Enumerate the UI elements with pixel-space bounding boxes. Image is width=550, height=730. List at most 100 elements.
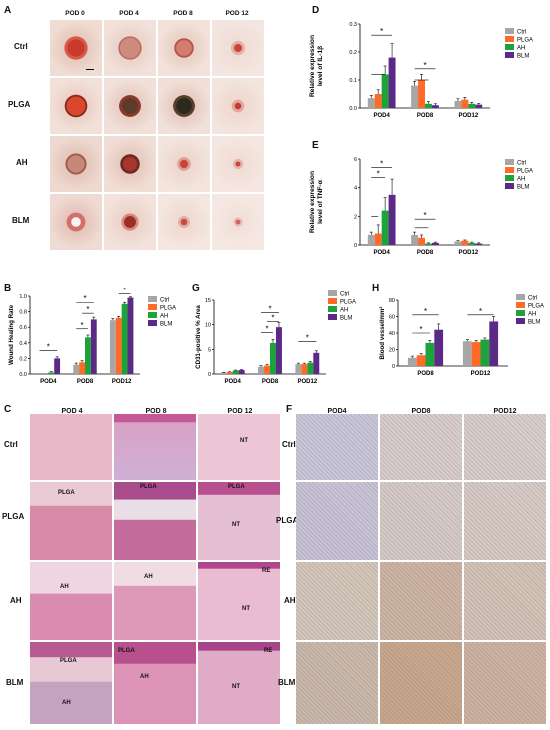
chart-cd31: CD31-positive % Area 0 5 10 15 POD4 POD8 POD12 *… — [188, 288, 370, 403]
he-stain-image — [30, 562, 112, 640]
he-stain-image — [30, 482, 112, 560]
f-row-plga: PLGA — [276, 516, 299, 525]
he-stain-image — [198, 642, 280, 724]
significance-star: * — [420, 325, 423, 334]
bar — [461, 99, 469, 108]
he-stain-image — [30, 642, 112, 724]
f-row-blm: BLM — [278, 678, 296, 687]
y-tick-label: 1.0 — [19, 294, 27, 300]
panel-label-f: F — [286, 404, 293, 415]
wound-photo — [50, 20, 102, 76]
y-tick-label: 4 — [354, 186, 357, 192]
y-axis-label: CD31-positive % Area — [195, 305, 202, 369]
bar — [418, 237, 425, 245]
significance-star: * — [265, 325, 268, 334]
col-label-pod12: POD 12 — [225, 10, 249, 17]
he-stain-image — [198, 562, 280, 640]
col-label-pod4: POD 4 — [119, 10, 139, 17]
legend-label: PLGA — [517, 169, 533, 175]
wound-photo — [158, 136, 210, 192]
legend-swatch — [505, 28, 514, 34]
col-label-pod8: POD 8 — [173, 10, 193, 17]
tag-ah: AH — [62, 700, 71, 706]
x-tick-label: POD8 — [417, 113, 434, 119]
bar — [307, 362, 314, 374]
cd31-stain-image — [464, 414, 546, 480]
c-row-ctrl: Ctrl — [4, 440, 18, 449]
legend-swatch — [505, 52, 514, 58]
tag-nt: NT — [242, 606, 250, 612]
x-tick-label: POD12 — [471, 371, 491, 377]
bar — [475, 243, 483, 245]
legend-label: Ctrl — [160, 298, 169, 304]
chart-tnfa: Relative expression level of TNF-α 0 2 4 6 POD… — [300, 145, 550, 278]
tag-plga: PLGA — [140, 484, 157, 490]
legend-label: BLM — [160, 322, 172, 328]
panel-label-d: D — [312, 5, 320, 16]
legend-label: AH — [340, 308, 348, 314]
bar — [90, 319, 97, 374]
y-tick-label: 0.1 — [349, 78, 357, 84]
legend-label: PLGA — [528, 304, 544, 310]
legend-label: Ctrl — [528, 296, 537, 302]
bar — [226, 372, 233, 374]
tag-nt: NT — [232, 522, 240, 528]
row-label-ctrl: Ctrl — [14, 42, 28, 51]
cd31-stain-image — [464, 642, 546, 724]
legend-label: BLM — [528, 320, 540, 326]
legend-swatch — [516, 294, 525, 300]
wound-photo — [212, 78, 264, 134]
c-col-pod4: POD 4 — [61, 408, 83, 415]
bar — [295, 364, 302, 374]
significance-star: * — [268, 304, 271, 313]
legend-swatch — [505, 167, 514, 173]
y-axis-label: level of TNF-α — [317, 180, 324, 224]
bar — [388, 57, 396, 108]
legend-swatch — [516, 318, 525, 324]
bar — [54, 358, 61, 374]
legend-swatch — [516, 310, 525, 316]
wound-photo — [104, 194, 156, 250]
y-tick-label: 2 — [354, 214, 357, 220]
y-tick-label: 0.8 — [19, 310, 27, 316]
y-tick-label: 0.2 — [349, 50, 357, 56]
chart-wound-healing: Wound Healing Rate 0.0 0.2 0.4 0.6 0.8 1.0 POD4… — [0, 279, 190, 403]
c-col-pod12: POD 12 — [227, 408, 253, 415]
x-tick-label: POD8 — [417, 371, 434, 377]
panel-label-a: A — [4, 5, 12, 16]
y-tick-label: 0 — [208, 372, 211, 378]
significance-star: * — [83, 294, 86, 303]
significance-star: * — [81, 321, 84, 330]
wound-photo — [158, 78, 210, 134]
cd31-stain-image — [296, 642, 378, 724]
bar — [425, 243, 432, 245]
y-axis-label: Relative expression — [309, 171, 316, 233]
wound-photo — [212, 136, 264, 192]
legend-swatch — [148, 296, 157, 302]
bar — [434, 329, 444, 366]
row-label-ah: AH — [16, 158, 28, 167]
bar — [232, 370, 239, 374]
x-tick-label: POD8 — [262, 379, 279, 385]
c-row-plga: PLGA — [2, 512, 25, 521]
wound-photo — [158, 194, 210, 250]
legend-swatch — [328, 306, 337, 312]
bar — [416, 355, 426, 366]
y-axis-label: Relative expression — [309, 35, 316, 97]
row-label-plga: PLGA — [8, 100, 31, 109]
y-tick-label: 0.3 — [349, 22, 357, 28]
bar — [381, 210, 389, 245]
legend-label: PLGA — [517, 38, 533, 44]
bar — [407, 357, 417, 366]
tag-ah: AH — [144, 574, 153, 580]
cd31-stain-image — [380, 482, 462, 560]
significance-star: * — [123, 288, 126, 295]
tag-nt: NT — [240, 438, 248, 444]
y-tick-label: 0.6 — [19, 325, 27, 331]
x-tick-label: POD4 — [40, 379, 57, 385]
bar — [109, 320, 116, 374]
bar — [301, 364, 308, 374]
y-tick-label: 60 — [389, 315, 395, 321]
legend-label: BLM — [517, 54, 529, 60]
y-axis-label: level of IL-1β — [317, 46, 324, 86]
